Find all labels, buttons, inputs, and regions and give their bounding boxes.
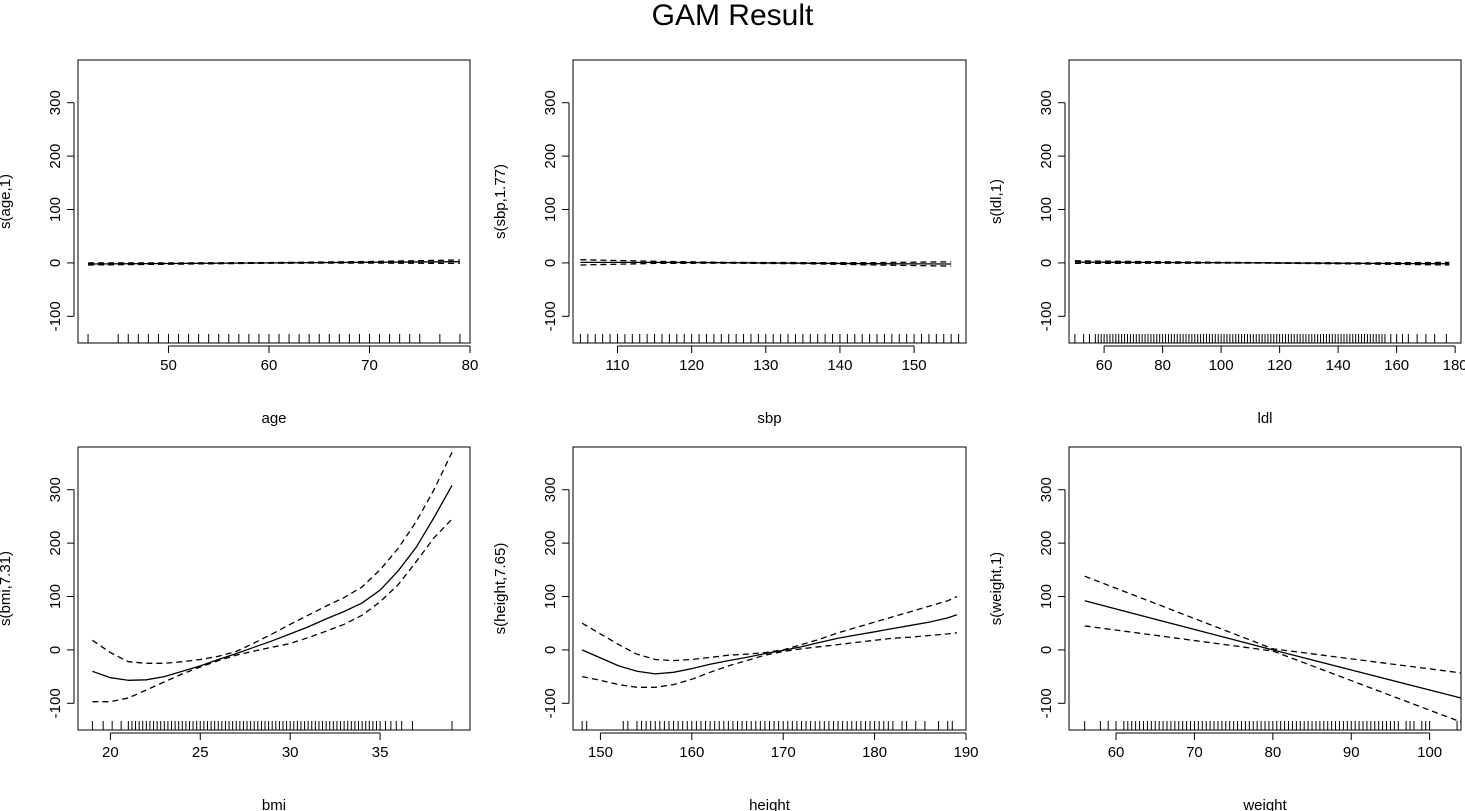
y-tick-label: -100 (1038, 688, 1055, 718)
x-tick-label: 180 (862, 744, 887, 761)
x-tick-label: 150 (902, 357, 927, 374)
plot-frame (1068, 59, 1462, 344)
y-tick-label: 200 (1038, 531, 1055, 556)
y-tick-label: 0 (1038, 646, 1055, 654)
panel-sbp: 110 120 130 140 150 -100 0 100 200 300 sbp s(sbp,1.… (492, 59, 967, 427)
y-tick-label: 100 (47, 584, 64, 609)
panel-bmi: 20 25 30 35 -100 0 100 200 300 bmi s(bmi,7.31) (0, 446, 471, 811)
plot-frame (1068, 446, 1462, 731)
y-tick-label: 300 (47, 90, 64, 115)
smooth-fit-line (580, 261, 952, 265)
y-tick-label: -100 (47, 688, 64, 718)
x-tick-label: 20 (102, 744, 119, 761)
y-tick-label: -100 (542, 301, 559, 331)
x-tick-label: 80 (462, 357, 479, 374)
x-tick-label: 35 (372, 744, 389, 761)
x-tick-label: 25 (192, 744, 209, 761)
y-tick-label: -100 (1038, 301, 1055, 331)
x-tick-label: 110 (606, 357, 630, 374)
plot-frame (77, 59, 471, 344)
smooth-fit-line (581, 614, 958, 675)
panel-height: 150 160 170 180 190 -100 0 100 200 300 height s(hei… (492, 446, 979, 811)
x-tick-label: 60 (261, 357, 278, 374)
plot-frame (572, 59, 967, 344)
y-tick-label: 300 (47, 477, 64, 502)
y-tick-label: 100 (542, 197, 559, 222)
x-tick-label: 140 (827, 357, 852, 374)
x-tick-label: 100 (1209, 357, 1234, 374)
x-tick-label: 160 (679, 744, 704, 761)
lower-ci-line (581, 632, 957, 688)
smooth-fit-line (92, 485, 453, 681)
x-tick-label: 150 (588, 744, 613, 761)
y-tick-label: 0 (1038, 259, 1055, 267)
x-tick-label: 70 (1186, 744, 1203, 761)
x-tick-label: 130 (753, 357, 778, 374)
x-tick-label: 120 (1267, 357, 1292, 374)
plot-frame (77, 446, 471, 731)
smooth-fit-line (1074, 261, 1450, 265)
x-tick-label: 180 (1443, 357, 1465, 374)
upper-ci-line (581, 595, 958, 662)
y-tick-label: 200 (542, 144, 559, 169)
x-tick-label: 30 (282, 744, 299, 761)
y-axis-label: s(sbp,1.77) (492, 164, 509, 239)
y-tick-label: 100 (47, 197, 64, 222)
y-tick-label: 300 (1038, 90, 1055, 115)
x-tick-label: 100 (1417, 744, 1442, 761)
y-tick-label: 0 (47, 646, 64, 654)
y-tick-label: 200 (47, 531, 64, 556)
x-axis-label: ldl (1257, 410, 1272, 427)
x-tick-label: 120 (679, 357, 704, 374)
x-tick-label: 170 (771, 744, 796, 761)
y-axis-label: s(weight,1) (988, 552, 1005, 625)
y-tick-label: 300 (542, 477, 559, 502)
y-tick-label: -100 (47, 301, 64, 331)
y-tick-label: 100 (1038, 584, 1055, 609)
y-tick-label: 300 (542, 90, 559, 115)
y-tick-label: 200 (47, 144, 64, 169)
y-tick-label: 0 (542, 646, 559, 654)
x-axis-label: height (749, 797, 791, 811)
y-axis-label: s(height,7.65) (492, 543, 509, 635)
lower-ci-line (92, 518, 453, 703)
y-axis-label: s(age,1) (0, 174, 14, 229)
x-axis-label: sbp (757, 410, 781, 427)
x-axis-label: age (261, 410, 286, 427)
x-tick-label: 160 (1384, 357, 1409, 374)
y-axis-label: s(bmi,7.31) (0, 551, 14, 626)
y-tick-label: 300 (1038, 477, 1055, 502)
x-tick-label: 80 (1154, 357, 1171, 374)
x-tick-label: 70 (361, 357, 378, 374)
upper-ci-line (1084, 575, 1462, 674)
x-tick-label: 50 (160, 357, 177, 374)
y-tick-label: 100 (542, 584, 559, 609)
y-tick-label: 0 (47, 259, 64, 267)
x-tick-label: 60 (1096, 357, 1113, 374)
x-axis-label: bmi (262, 797, 286, 811)
y-tick-label: -100 (542, 688, 559, 718)
x-tick-label: 80 (1264, 744, 1281, 761)
panel-age: 50 60 70 80 -100 0 100 200 300 age s(age,1) (0, 59, 479, 427)
upper-ci-line (92, 452, 453, 664)
y-tick-label: 0 (542, 259, 559, 267)
chart-title: GAM Result (651, 0, 814, 32)
panel-ldl: 60 80 100 120 140 160 180 -100 0 100 200 300 ldl s(ld… (988, 59, 1465, 427)
smooth-fit-line (88, 261, 460, 265)
y-tick-label: 200 (1038, 144, 1055, 169)
smooth-fit-line (1084, 600, 1462, 699)
x-tick-label: 190 (953, 744, 978, 761)
panel-weight: 60 70 80 90 100 -100 0 100 200 300 weight s(weight,… (988, 446, 1462, 811)
x-tick-label: 90 (1343, 744, 1360, 761)
x-axis-label: weight (1242, 797, 1287, 811)
y-tick-label: 100 (1038, 197, 1055, 222)
y-tick-label: 200 (542, 531, 559, 556)
x-tick-label: 140 (1326, 357, 1351, 374)
plot-frame (572, 446, 967, 731)
y-axis-label: s(ldl,1) (988, 179, 1005, 224)
lower-ci-line (1084, 625, 1462, 723)
x-tick-label: 60 (1108, 744, 1125, 761)
